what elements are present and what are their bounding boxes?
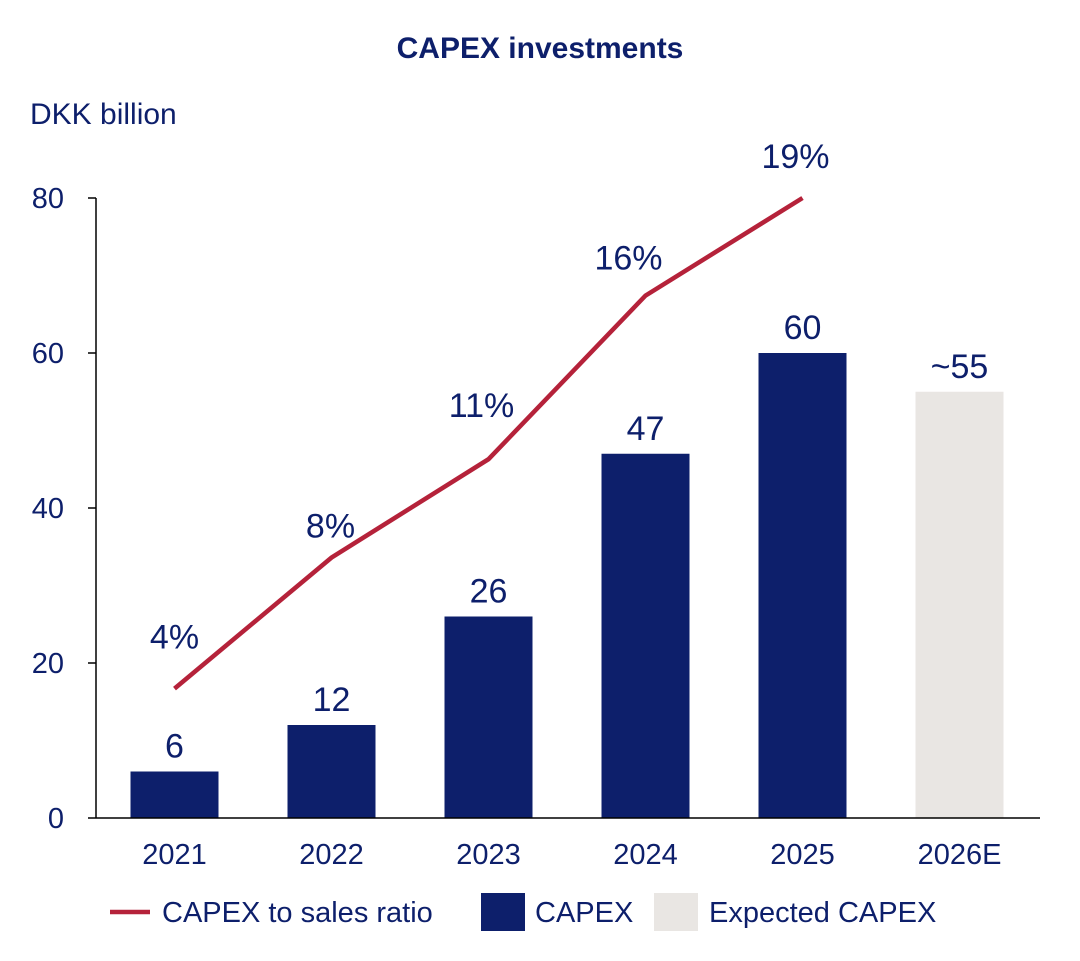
y-axis-unit-label: DKK billion (30, 98, 177, 131)
legend-label: CAPEX to sales ratio (162, 897, 433, 929)
capex-bar (287, 725, 376, 818)
ratio-value-label: 4% (150, 619, 199, 657)
bar-labels-group: 6 12 26 47 60 ~55 (165, 309, 988, 766)
y-axis: 0 20 40 60 80 (32, 183, 96, 835)
bars-group (130, 353, 1004, 818)
x-tick-label: 2023 (456, 839, 521, 871)
x-axis: 2021 2022 2023 2024 2025 2026E (142, 839, 1001, 871)
legend-swatch-capex (481, 893, 525, 931)
x-tick-label: 2025 (770, 839, 835, 871)
y-tick-label: 20 (32, 648, 64, 680)
chart-title: CAPEX investments (397, 32, 684, 65)
x-tick-label: 2024 (613, 839, 678, 871)
bar-value-label: 12 (313, 681, 351, 719)
bar-value-label: ~55 (931, 348, 989, 386)
legend-swatch-expected-capex (654, 893, 698, 931)
ratio-value-label: 19% (761, 138, 829, 176)
capex-bar (758, 353, 847, 818)
bar-value-label: 60 (784, 309, 822, 347)
x-tick-label: 2026E (918, 839, 1002, 871)
ratio-value-label: 8% (306, 508, 355, 546)
bar-value-label: 26 (470, 573, 508, 611)
bar-value-label: 6 (165, 728, 184, 766)
legend-label: CAPEX (535, 897, 633, 929)
expected-capex-bar (915, 391, 1004, 818)
axes-group (95, 198, 1040, 819)
bar-value-label: 47 (627, 410, 665, 448)
ratio-line-group: 4% 8% 11% 16% 19% (150, 138, 830, 691)
legend: CAPEX to sales ratio CAPEX Expected CAPEX (110, 893, 936, 931)
x-tick-label: 2021 (142, 839, 207, 871)
capex-bar (444, 616, 533, 818)
legend-label: Expected CAPEX (709, 897, 936, 929)
capex-bar (130, 771, 219, 818)
y-tick-label: 0 (48, 803, 64, 835)
y-tick-label: 40 (32, 493, 64, 525)
ratio-value-label: 16% (594, 240, 662, 278)
capex-bar (601, 453, 690, 818)
ratio-line (173, 196, 804, 691)
y-tick-label: 80 (32, 183, 64, 215)
y-tick-label: 60 (32, 338, 64, 370)
ratio-value-label: 11% (449, 387, 515, 425)
x-tick-label: 2022 (299, 839, 364, 871)
